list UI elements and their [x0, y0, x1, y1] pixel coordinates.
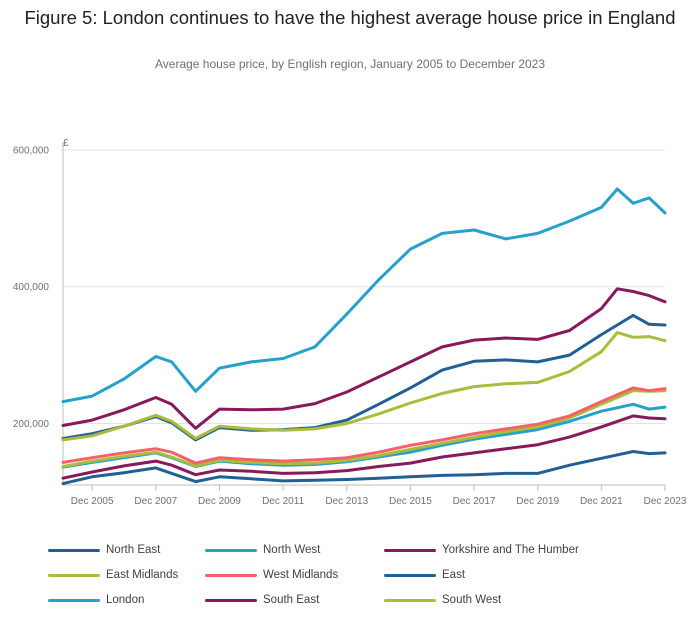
legend-item: North East: [48, 541, 160, 559]
y-tick-label: 200,000: [13, 419, 50, 430]
legend-item: East: [384, 566, 465, 584]
legend-label: East Midlands: [106, 569, 179, 581]
legend-swatch: [384, 598, 436, 602]
series-line-east-midlands: [61, 389, 667, 468]
y-axis-unit-label: £: [63, 138, 69, 149]
legend-item: London: [48, 591, 144, 609]
legend-item: South East: [205, 591, 319, 609]
legend-swatch: [384, 573, 436, 577]
legend-swatch: [205, 548, 257, 552]
series-line-west-midlands: [61, 386, 667, 465]
legend-swatch: [205, 573, 257, 577]
legend-item: West Midlands: [205, 566, 338, 584]
x-tick-label: Dec 2007: [134, 496, 177, 507]
series-line-london: [61, 187, 667, 404]
legend-swatch: [384, 548, 436, 552]
legend-label: South East: [263, 594, 320, 606]
legend-label: East: [442, 569, 466, 581]
legend-item: Yorkshire and The Humber: [384, 541, 579, 559]
legend-label: London: [106, 594, 145, 606]
y-tick-label: 400,000: [13, 282, 50, 293]
legend-swatch: [48, 548, 100, 552]
chart-title: Figure 5: London continues to have the h…: [24, 7, 676, 28]
axes: 200,000 400,000 600,000 Dec 2005 Dec 2007 Dec…: [13, 142, 687, 507]
legend-label: South West: [442, 594, 502, 606]
legend-swatch: [205, 598, 257, 602]
y-tick-label: 600,000: [13, 146, 50, 157]
series-line-south-west: [61, 331, 667, 442]
series-line-north-east: [61, 450, 667, 486]
x-tick-label: Dec 2021: [580, 496, 623, 507]
legend-label: North West: [263, 544, 321, 556]
x-tick-label: Dec 2015: [389, 496, 432, 507]
x-tick-label: Dec 2011: [262, 496, 305, 507]
legend-label: West Midlands: [263, 569, 339, 581]
x-tick-label: Dec 2005: [71, 496, 114, 507]
legend-label: North East: [106, 544, 161, 556]
legend-swatch: [48, 598, 100, 602]
series-line-south-east: [61, 287, 667, 430]
series-lines: [61, 187, 667, 486]
series-line-yorkshire-and-the-humber: [61, 414, 667, 480]
chart-subtitle: Average house price, by English region, …: [154, 57, 546, 71]
legend-label: Yorkshire and The Humber: [442, 544, 579, 556]
legend-item: East Midlands: [48, 566, 178, 584]
legend-item: South West: [384, 591, 501, 609]
x-tick-label: Dec 2019: [516, 496, 559, 507]
x-tick-label: Dec 2009: [198, 496, 241, 507]
x-tick-label: Dec 2017: [453, 496, 496, 507]
x-tick-label: Dec 2013: [325, 496, 368, 507]
legend-swatch: [48, 573, 100, 577]
x-tick-label: Dec 2023: [644, 496, 687, 507]
legend-item: North West: [205, 541, 320, 559]
